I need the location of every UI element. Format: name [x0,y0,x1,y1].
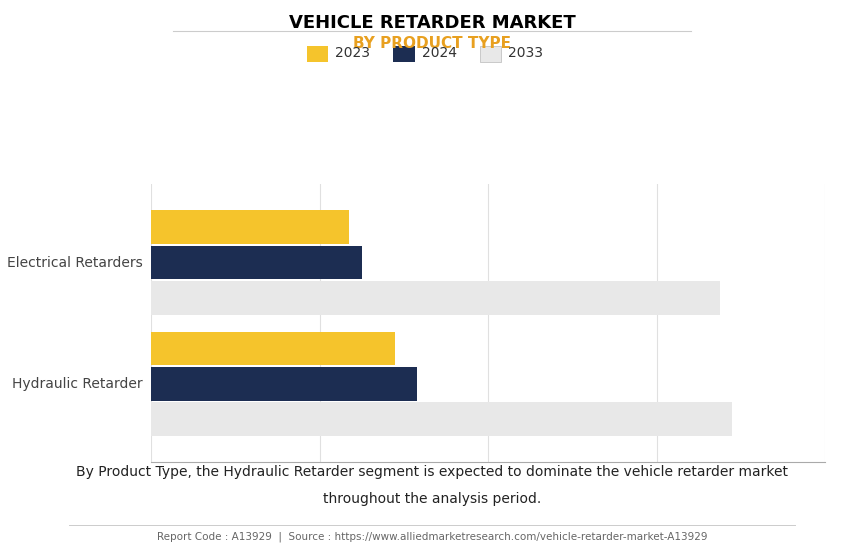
Bar [151,331,396,365]
Bar [151,367,416,400]
Text: 2024: 2024 [422,46,457,61]
Bar [151,211,349,245]
Bar [151,402,733,436]
Text: VEHICLE RETARDER MARKET: VEHICLE RETARDER MARKET [289,14,575,32]
Text: 2023: 2023 [335,46,371,61]
Bar [151,246,362,280]
Text: throughout the analysis period.: throughout the analysis period. [323,492,541,506]
Bar [151,281,720,315]
Text: By Product Type, the Hydraulic Retarder segment is expected to dominate the vehi: By Product Type, the Hydraulic Retarder … [76,465,788,479]
Text: BY PRODUCT TYPE: BY PRODUCT TYPE [353,36,511,51]
Text: Report Code : A13929  |  Source : https://www.alliedmarketresearch.com/vehicle-r: Report Code : A13929 | Source : https://… [156,532,708,543]
Text: 2033: 2033 [508,46,543,61]
